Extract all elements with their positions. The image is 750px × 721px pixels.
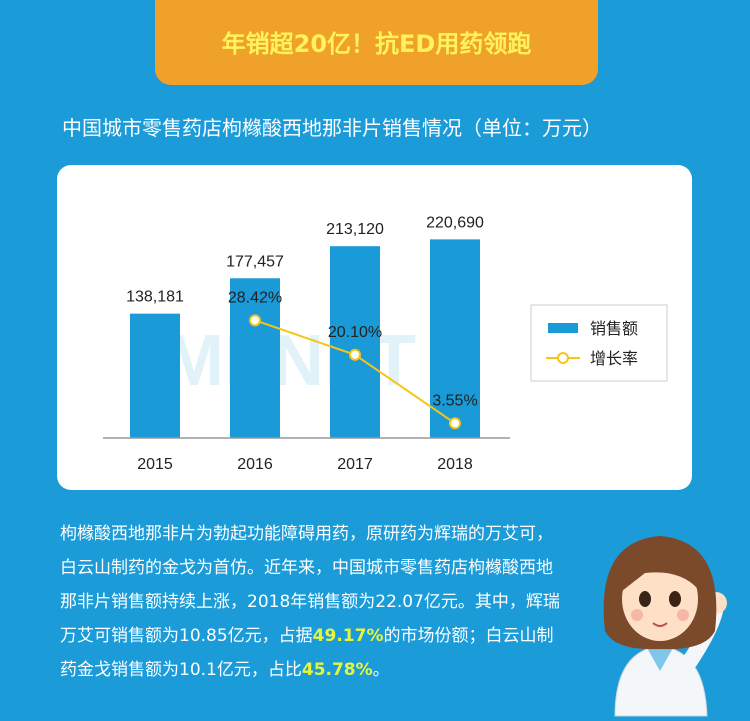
bar-value-label: 220,690 [426, 214, 484, 231]
body-text-part: 。 [372, 660, 390, 680]
bar-value-label: 213,120 [326, 221, 384, 238]
highlight-text: 49.17% [312, 626, 384, 646]
header-title: 年销超20亿！抗ED用药领跑 [155, 0, 598, 85]
subtitle: 中国城市零售药店枸橼酸西地那非片销售情况（单位：万元） [62, 116, 602, 140]
legend-box [530, 304, 668, 382]
doctor-illustration [603, 536, 727, 717]
bar [330, 246, 380, 438]
bar-value-label: 138,181 [126, 289, 184, 306]
bar [430, 239, 480, 438]
x-tick-label: 2017 [337, 456, 373, 473]
body-text: 枸橼酸西地那非片为勃起功能障碍用药，原研药为辉瑞的万艾可，白云山制药的金戈为首仿… [60, 517, 560, 687]
legend-swatch [548, 323, 578, 333]
bar [130, 313, 180, 438]
x-tick-label: 2015 [137, 456, 173, 473]
line-point [449, 417, 461, 430]
highlight-text: 45.78% [301, 660, 373, 680]
line-point [249, 314, 261, 327]
legend-label: 增长率 [590, 350, 638, 368]
line-value-label: 20.10% [328, 324, 382, 341]
legend-label: 销售额 [590, 320, 638, 338]
bar [230, 278, 280, 438]
line-value-label: 28.42% [228, 289, 282, 306]
line-value-label: 3.55% [432, 392, 477, 409]
legend-swatch [557, 352, 569, 364]
x-tick-label: 2016 [237, 456, 273, 473]
bar-value-label: 177,457 [226, 253, 284, 270]
body-text-part: 的市场份额；白云山制药金戈销售额为10.1亿元，占比 [60, 626, 554, 680]
body-text-part: 枸橼酸西地那非片为勃起功能障碍用药，原研药为辉瑞的万艾可，白云山制药的金戈为首仿… [60, 524, 560, 646]
x-tick-label: 2018 [437, 456, 473, 473]
line-point [349, 348, 361, 361]
